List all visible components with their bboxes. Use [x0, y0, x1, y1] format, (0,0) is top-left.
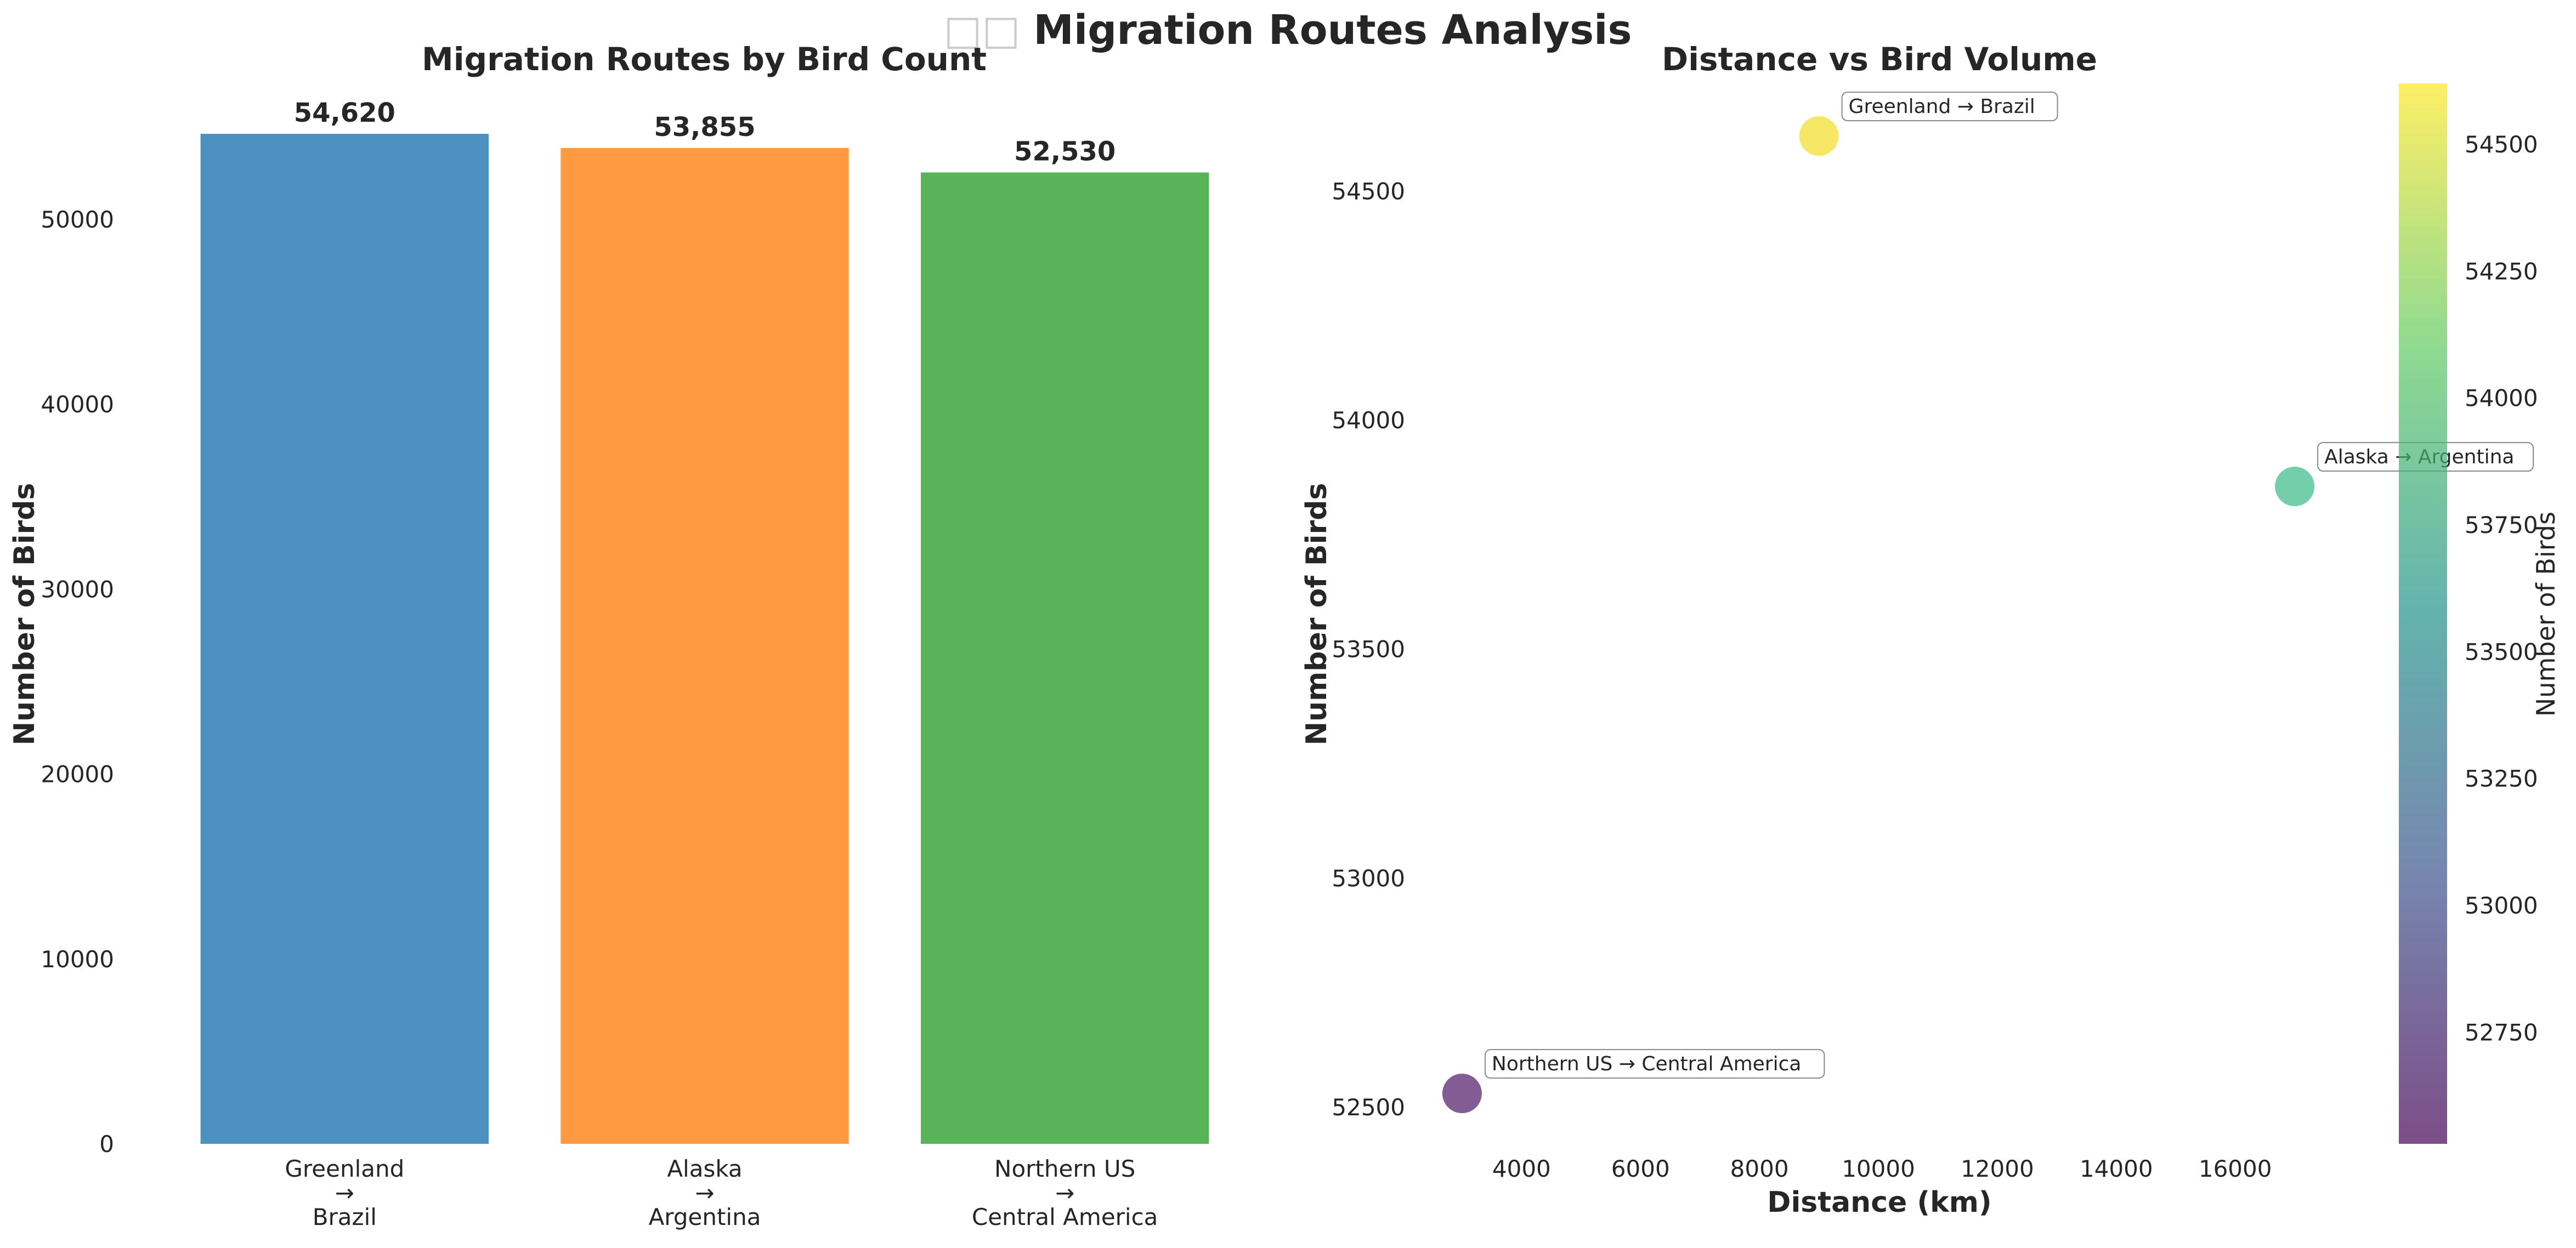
scatter-xtick-label: 6000 — [1611, 1155, 1670, 1182]
scatter-xtick-label: 12000 — [1961, 1155, 2034, 1182]
annotation-box — [1484, 1049, 1825, 1079]
bar-xtick-label: Northern US → Central America — [972, 1155, 1158, 1230]
bar-ytick-label: 0 — [99, 1131, 114, 1158]
scatter-chart-yticks: 52500 53000 53500 54000 54500 — [1332, 178, 1405, 1121]
colorbar-gradient — [2399, 83, 2447, 1144]
scatter-ytick-label: 54500 — [1332, 178, 1405, 205]
bar — [200, 134, 489, 1144]
scatter-xtick-label: 8000 — [1730, 1155, 1789, 1182]
scatter-xtick-label: 4000 — [1492, 1155, 1551, 1182]
scatter-point — [1799, 116, 1839, 156]
scatter-point — [2275, 467, 2315, 507]
bar-chart-bars — [200, 134, 1209, 1144]
scatter-ytick-label: 53500 — [1332, 636, 1405, 663]
scatter-chart-ylabel: Number of Birds — [1300, 483, 1333, 746]
bar-chart: Migration Routes by Bird Count Number of… — [8, 41, 1209, 1230]
scatter-ytick-label: 53000 — [1332, 865, 1405, 892]
annotation-box — [1841, 92, 2058, 122]
scatter-xtick-label: 14000 — [2080, 1155, 2153, 1182]
colorbar-tick-label: 53500 — [2465, 638, 2538, 665]
scatter-chart-points — [1442, 116, 2315, 1114]
colorbar: 52750 53000 53250 53500 53750 54000 54250 54500… — [2399, 83, 2561, 1144]
colorbar-tick-label: 52750 — [2465, 1019, 2538, 1046]
colorbar-tick-label: 54000 — [2465, 385, 2538, 412]
bar-xtick-label: Alaska → Argentina — [649, 1155, 761, 1230]
scatter-ytick-label: 52500 — [1332, 1094, 1405, 1121]
point-annotation: Greenland → Brazil — [1849, 95, 2035, 118]
bar-chart-yticks: 0 10000 20000 30000 40000 50000 — [41, 206, 114, 1158]
bar — [921, 172, 1209, 1144]
colorbar-ticks: 52750 53000 53250 53500 53750 54000 54250 54500 — [2465, 131, 2538, 1046]
scatter-point — [1442, 1074, 1482, 1114]
bar-value-label: 52,530 — [1014, 137, 1116, 167]
bar-value-label: 53,855 — [654, 112, 755, 143]
scatter-chart: Distance vs Bird Volume Number of Birds … — [1300, 41, 2534, 1219]
colorbar-label: Number of Birds — [2531, 512, 2561, 717]
colorbar-tick-label: 54500 — [2465, 131, 2538, 158]
scatter-xtick-label: 10000 — [1842, 1155, 1915, 1182]
scatter-chart-xlabel: Distance (km) — [1767, 1186, 1991, 1219]
figure-title: □□ Migration Routes Analysis — [943, 7, 1632, 54]
colorbar-tick-label: 53250 — [2465, 765, 2538, 792]
point-annotation: Northern US → Central America — [1492, 1053, 1802, 1075]
scatter-ytick-label: 54000 — [1332, 407, 1405, 434]
scatter-xtick-label: 16000 — [2199, 1155, 2272, 1182]
bar-chart-value-labels: 54,620 53,855 52,530 — [294, 98, 1116, 167]
colorbar-tick-label: 53000 — [2465, 892, 2538, 919]
colorbar-tick-label: 53750 — [2465, 512, 2538, 538]
bar — [561, 148, 849, 1144]
bar-chart-xticks: Greenland → Brazil Alaska → Argentina Northern… — [285, 1155, 1158, 1230]
title-icon: □□ — [943, 7, 1020, 54]
bar-chart-title: Migration Routes by Bird Count — [422, 41, 987, 78]
bar-ytick-label: 10000 — [41, 946, 114, 973]
bar-xtick-label: Greenland → Brazil — [285, 1155, 404, 1230]
scatter-chart-xticks: 4000 6000 8000 10000 12000 14000 16000 — [1492, 1155, 2272, 1182]
bar-ytick-label: 40000 — [41, 391, 114, 418]
bar-chart-ylabel: Number of Birds — [8, 483, 41, 746]
colorbar-tick-label: 54250 — [2465, 258, 2538, 285]
bar-ytick-label: 30000 — [41, 576, 114, 603]
bar-ytick-label: 20000 — [41, 761, 114, 788]
scatter-chart-title: Distance vs Bird Volume — [1662, 41, 2097, 78]
bar-ytick-label: 50000 — [41, 206, 114, 233]
bar-value-label: 54,620 — [294, 98, 395, 128]
